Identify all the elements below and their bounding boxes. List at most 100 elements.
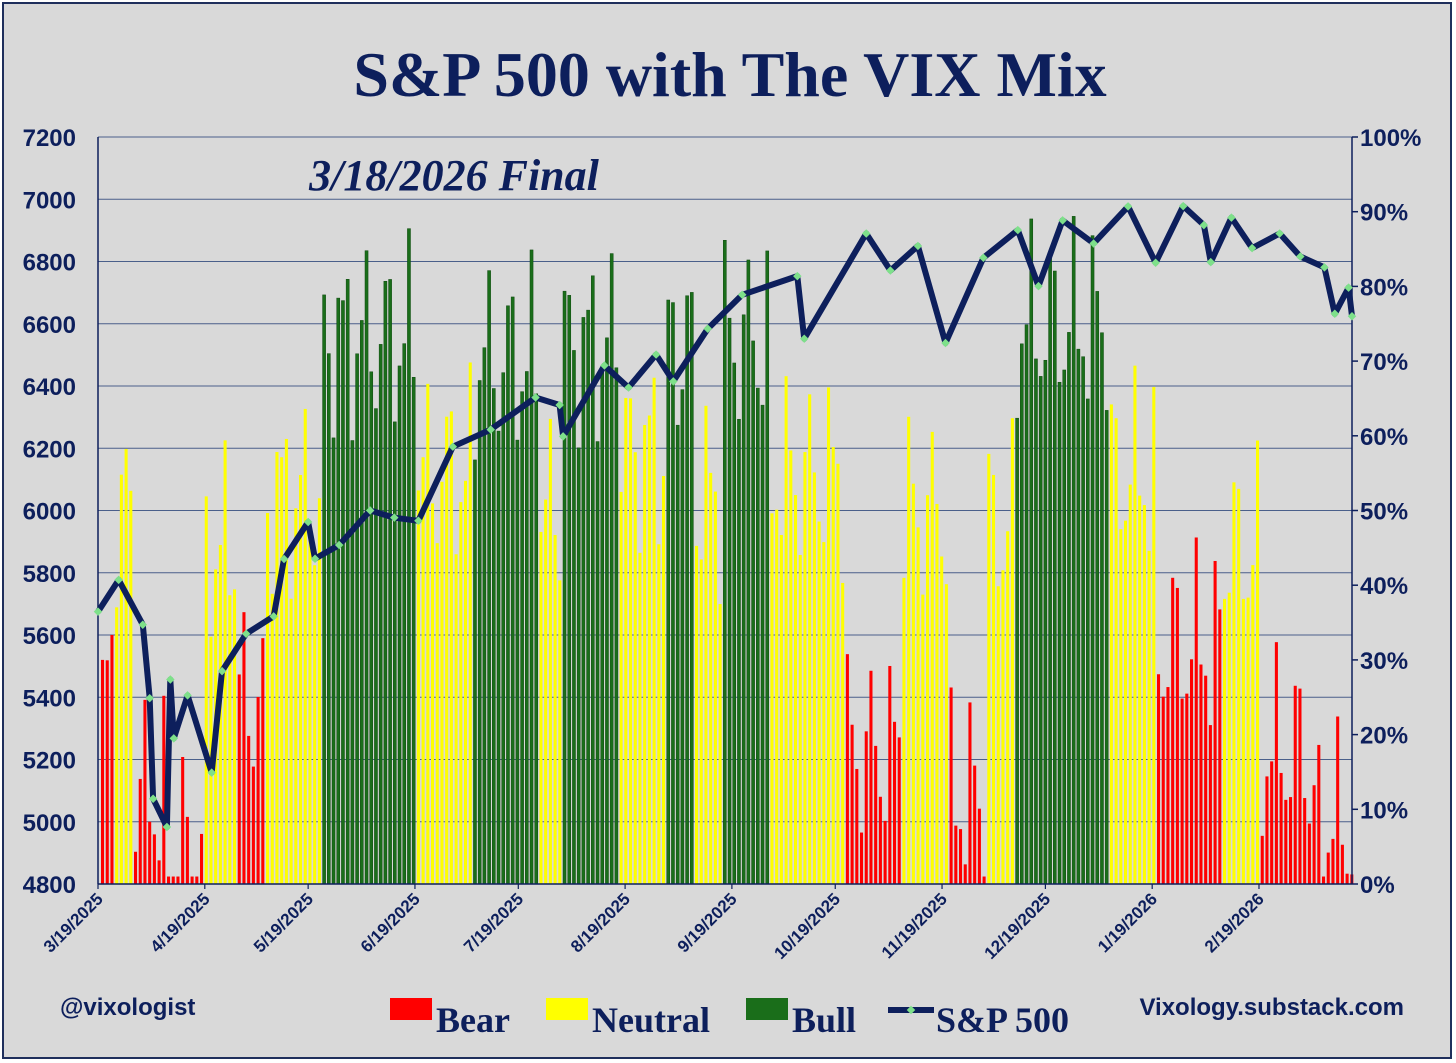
regime-bar-bull	[1015, 417, 1019, 885]
regime-bar-bull	[1053, 270, 1057, 885]
regime-bar-neutral	[1001, 570, 1005, 884]
regime-bar-bull	[1067, 332, 1071, 885]
sp500-point	[600, 361, 609, 370]
regime-bar-bear	[954, 825, 958, 884]
regime-bar-bull	[562, 290, 567, 885]
sp500-point	[1330, 309, 1340, 319]
regime-bar-bull	[482, 347, 487, 885]
regime-bar-neutral	[115, 607, 119, 884]
regime-bar-bear	[888, 665, 892, 884]
regime-bar-neutral	[1133, 365, 1137, 884]
regime-bar-bull	[595, 441, 600, 885]
regime-bar-neutral	[699, 559, 703, 884]
regime-bar-bull	[1020, 343, 1024, 885]
regime-bar-neutral	[1124, 520, 1128, 884]
regime-bar-bull	[360, 320, 364, 885]
regime-bar-bull	[614, 367, 619, 885]
regime-bar-bear	[1265, 776, 1269, 884]
regime-bar-neutral	[695, 545, 699, 884]
y-right-tick-label: 100%	[1360, 125, 1421, 152]
regime-bar-bull	[591, 275, 595, 885]
regime-bar-neutral	[629, 398, 633, 884]
regime-bar-bear	[138, 778, 142, 884]
regime-bar-bear	[1157, 674, 1161, 884]
regime-bar-bear	[1303, 798, 1307, 884]
regime-bar-bear	[101, 659, 105, 884]
regime-bar-bear	[1298, 688, 1302, 884]
regime-bar-neutral	[266, 513, 270, 884]
regime-bar-bear	[949, 687, 953, 884]
regime-bar-bear	[1171, 577, 1175, 884]
sp500-point	[310, 554, 320, 563]
regime-bar-bull	[345, 279, 350, 885]
chart-title: S&P 500 with The VIX Mix	[353, 39, 1106, 110]
legend-label: Bear	[436, 1000, 510, 1040]
y-left-tick-label: 5600	[23, 623, 76, 650]
regime-bar-bear	[1180, 698, 1184, 884]
regime-bar-neutral	[652, 377, 656, 884]
regime-bar-bull	[1038, 376, 1043, 885]
legend-swatch-bear	[390, 998, 432, 1020]
regime-bar-neutral	[454, 554, 458, 884]
sp500-point	[269, 612, 278, 621]
regime-bar-neutral	[445, 416, 449, 884]
regime-bar-neutral	[935, 503, 939, 884]
regime-bar-neutral	[709, 472, 713, 884]
regime-bar-bull	[1100, 332, 1104, 885]
regime-bar-neutral	[831, 447, 835, 884]
sp500-point	[624, 383, 633, 392]
substack-url: Vixology.substack.com	[1139, 994, 1404, 1021]
regime-bar-bear	[176, 876, 180, 884]
regime-bar-bull	[765, 250, 770, 885]
regime-bar-bull	[605, 337, 609, 885]
regime-bar-bear	[1161, 696, 1165, 884]
regime-bar-bull	[567, 295, 572, 885]
y-right-tick-label: 10%	[1360, 797, 1408, 824]
regime-bar-bull	[520, 391, 524, 885]
regime-bar-bull	[1095, 291, 1100, 885]
regime-bar-bull	[350, 440, 355, 885]
vix-mix-bars	[101, 216, 1354, 885]
regime-bar-neutral	[431, 503, 435, 884]
x-tick-label: 11/19/2025	[878, 889, 951, 962]
regime-bar-neutral	[275, 452, 279, 884]
y-right-tick-label: 50%	[1360, 499, 1408, 526]
regime-bar-neutral	[996, 586, 1000, 884]
regime-bar-bull	[1029, 218, 1034, 885]
regime-bar-bear	[171, 876, 175, 884]
regime-bar-neutral	[426, 383, 430, 884]
regime-bar-neutral	[284, 438, 288, 884]
sp500-point	[531, 393, 540, 402]
y-right-tick-label: 90%	[1360, 200, 1408, 227]
regime-bar-neutral	[940, 556, 944, 884]
regime-bar-neutral	[449, 411, 453, 884]
regime-bar-bull	[327, 353, 331, 885]
regime-bar-bear	[190, 876, 194, 884]
regime-bar-neutral	[647, 415, 651, 884]
regime-bar-bull	[751, 340, 755, 885]
regime-bar-neutral	[1109, 404, 1113, 884]
y-left-tick-label: 5000	[23, 810, 76, 837]
regime-bar-bear	[963, 864, 967, 884]
regime-bar-bull	[1048, 253, 1052, 885]
regime-bar-bull	[473, 459, 477, 885]
regime-bar-neutral	[926, 495, 930, 884]
regime-bar-bull	[506, 305, 510, 885]
x-tick-label: 9/19/2025	[674, 889, 741, 956]
regime-bar-bear	[878, 796, 882, 884]
regime-bar-neutral	[1114, 418, 1118, 884]
regime-bar-neutral	[468, 362, 472, 884]
regime-bar-bull	[336, 297, 341, 885]
regime-bar-neutral	[294, 508, 298, 884]
regime-bar-neutral	[907, 416, 911, 884]
regime-bar-bull	[1081, 356, 1085, 885]
regime-bar-neutral	[817, 521, 821, 884]
regime-bar-neutral	[1227, 592, 1231, 884]
regime-bar-bull	[331, 437, 336, 885]
regime-bar-bear	[1194, 537, 1198, 884]
regime-bar-bear	[152, 834, 156, 884]
y-right-tick-label: 20%	[1360, 723, 1408, 750]
regime-bar-bear	[869, 670, 873, 884]
y-right-tick-label: 40%	[1360, 573, 1408, 600]
regime-bar-bull	[741, 314, 746, 885]
